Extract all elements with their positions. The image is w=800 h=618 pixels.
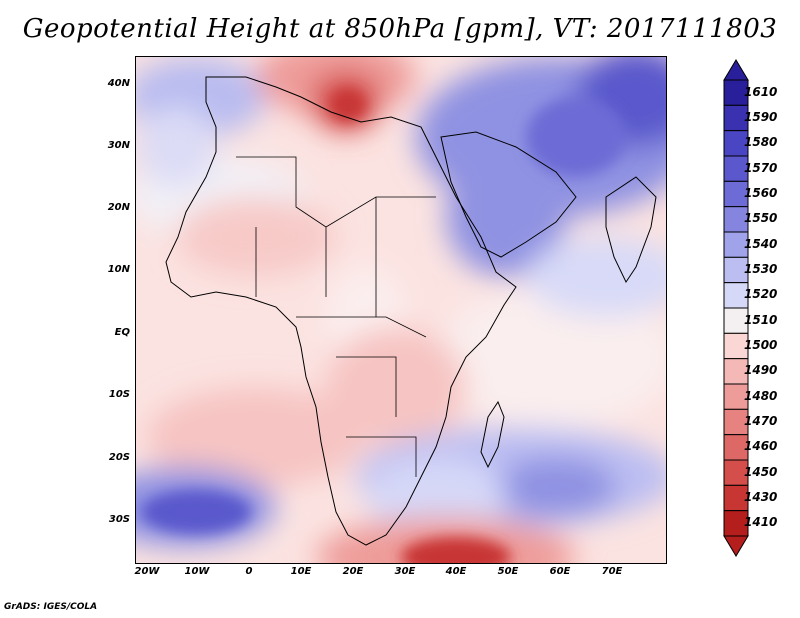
colorbar-level-label: 1560 xyxy=(744,186,778,200)
colorbar-level-label: 1470 xyxy=(744,414,778,428)
lon-label: 10W xyxy=(184,566,210,577)
lat-label: 40N xyxy=(107,78,130,89)
colorbar-level-label: 1580 xyxy=(744,135,778,150)
colorbar-level-label: 1410 xyxy=(744,515,778,530)
lat-label: 20N xyxy=(107,202,130,213)
colorbar-top-triangle xyxy=(723,59,749,81)
colorbar-swatch xyxy=(723,484,749,512)
colorbar-level-label: 1480 xyxy=(744,388,778,403)
lon-label: 0 xyxy=(245,566,253,577)
credit-text: GrADS: IGES/COLA xyxy=(4,602,98,612)
colorbar-level-label: 1450 xyxy=(744,464,778,479)
colorbar-level-label: 1460 xyxy=(744,439,778,454)
lat-label: 10S xyxy=(108,389,130,400)
colorbar-level-label: 1590 xyxy=(744,110,778,124)
colorbar-level-label: 1610 xyxy=(744,84,778,99)
lon-label: 30E xyxy=(394,566,416,577)
lon-label: 50E xyxy=(497,566,519,577)
lon-label: 70E xyxy=(601,566,623,577)
lon-label: 10E xyxy=(290,566,312,577)
colorbar-swatch xyxy=(723,307,749,334)
lon-label: 40E xyxy=(445,566,467,577)
map-panel xyxy=(135,56,667,564)
colorbar-swatch xyxy=(723,180,749,208)
lat-label: 20S xyxy=(108,452,130,463)
lat-label: 30S xyxy=(108,514,130,525)
colorbar-bottom-triangle xyxy=(723,535,749,557)
lon-label: 60E xyxy=(549,566,571,577)
colorbar-swatch xyxy=(723,206,749,233)
colorbar-swatch xyxy=(723,383,749,410)
colorbar-swatch xyxy=(723,282,749,309)
colorbar-level-label: 1550 xyxy=(744,211,778,226)
colorbar-swatch xyxy=(723,155,749,182)
lon-label: 20W xyxy=(134,566,160,577)
lat-label: EQ xyxy=(114,327,130,338)
colorbar-swatch xyxy=(723,79,749,106)
colorbar-level-label: 1520 xyxy=(744,287,778,302)
colorbar-level-label: 1490 xyxy=(744,363,778,378)
colorbar-level-label: 1500 xyxy=(744,338,778,352)
lat-label: 30N xyxy=(107,140,130,151)
lon-label: 20E xyxy=(342,566,364,577)
colorbar-level-label: 1530 xyxy=(744,262,778,276)
colorbar xyxy=(723,59,749,557)
colorbar-level-label: 1510 xyxy=(744,312,778,327)
geopotential-field xyxy=(136,57,666,563)
colorbar-level-label: 1430 xyxy=(744,490,778,504)
lat-label: 10N xyxy=(107,264,130,275)
colorbar-level-label: 1570 xyxy=(744,160,778,175)
colorbar-swatch xyxy=(723,332,749,360)
colorbar-level-label: 1540 xyxy=(744,236,778,251)
map-title: Geopotential Height at 850hPa [gpm], VT:… xyxy=(22,14,778,44)
colorbar-swatch xyxy=(723,256,749,284)
colorbar-swatch xyxy=(723,358,749,385)
colorbar-swatch xyxy=(723,104,749,132)
